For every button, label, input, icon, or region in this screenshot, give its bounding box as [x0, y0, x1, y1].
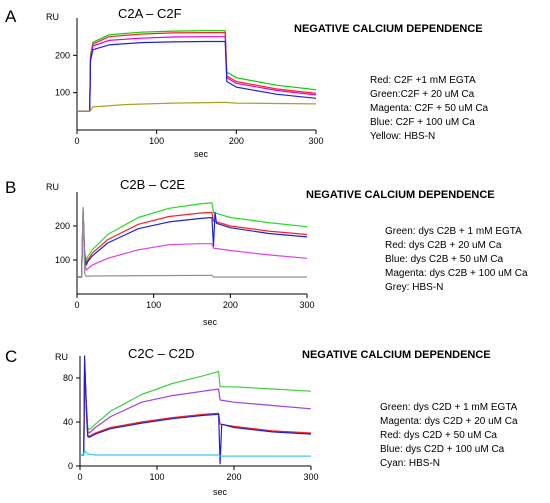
y-axis-label-b: RU — [46, 182, 59, 192]
x-tick-label: 300 — [308, 136, 323, 146]
y-axis-label-c: RU — [55, 352, 68, 362]
x-tick-label: 0 — [74, 136, 79, 146]
heading-b: NEGATIVE CALCIUM DEPENDENCE — [306, 189, 495, 201]
y-tick-label: 40 — [63, 417, 73, 427]
series-line — [80, 360, 312, 456]
panel-a: A C2A – C2F NEGATIVE CALCIUM DEPENDENCE … — [5, 6, 489, 159]
series-line — [80, 360, 312, 456]
plot-area-b: 0 100 200 300 100 200 — [55, 192, 315, 310]
panel-letter-c: C — [5, 347, 17, 366]
series-line — [80, 366, 312, 456]
series-line — [80, 355, 312, 465]
legend-entry: Yellow: HBS-N — [370, 131, 435, 142]
legend-entry: Green: dys C2D + 1 mM EGTA — [380, 402, 518, 413]
legend-entry: Cyan: HBS-N — [380, 458, 440, 469]
series-line — [80, 450, 311, 457]
legend-entry: Green:C2F + 20 uM Ca — [370, 89, 475, 100]
y-tick-label: 200 — [55, 50, 70, 60]
x-axis-label-c: sec — [213, 487, 228, 497]
heading-a: NEGATIVE CALCIUM DEPENDENCE — [294, 23, 483, 35]
plot-area-c: 0 100 200 300 0 40 80 — [63, 355, 319, 482]
x-tick-label: 0 — [77, 472, 82, 482]
x-tick-label: 200 — [226, 472, 241, 482]
legend-entry: Magenta: dys C2D + 20 uM Ca — [380, 416, 518, 427]
legend-c: Green: dys C2D + 1 mM EGTA Magenta: dys … — [380, 402, 518, 469]
series-line — [77, 211, 308, 278]
chart-title-b: C2B – C2E — [120, 177, 185, 192]
x-tick-label: 100 — [149, 472, 164, 482]
series-line — [77, 36, 317, 112]
panel-c: C C2C – C2D NEGATIVE CALCIUM DEPENDENCE … — [5, 346, 518, 497]
series-line — [77, 101, 317, 112]
x-tick-label: 0 — [74, 300, 79, 310]
y-tick-label: 200 — [55, 221, 70, 231]
legend-entry: Magenta: dys C2B + 100 uM Ca — [385, 268, 528, 279]
legend-a: Red: C2F +1 mM EGTA Green:C2F + 20 uM Ca… — [370, 75, 489, 142]
legend-entry: Blue: C2F + 100 uM Ca — [370, 117, 475, 128]
x-tick-label: 200 — [223, 300, 238, 310]
y-tick-label: 100 — [55, 88, 70, 98]
chart-title-c: C2C – C2D — [128, 346, 194, 361]
x-tick-label: 300 — [303, 472, 318, 482]
panel-letter-b: B — [5, 178, 16, 197]
series-line — [77, 30, 317, 112]
x-axis-label-b: sec — [203, 317, 218, 327]
x-tick-label: 100 — [149, 136, 164, 146]
x-tick-label: 300 — [299, 300, 314, 310]
series-line — [77, 40, 317, 112]
x-tick-label: 100 — [146, 300, 161, 310]
y-axis-label-a: RU — [46, 12, 59, 22]
chart-title-a: C2A – C2F — [118, 6, 182, 21]
heading-c: NEGATIVE CALCIUM DEPENDENCE — [302, 349, 491, 361]
legend-entry: Red: dys C2B + 20 uM Ca — [385, 240, 502, 251]
x-axis-label-a: sec — [194, 149, 209, 159]
x-tick-label: 200 — [229, 136, 244, 146]
plot-area-a: 0 100 200 300 100 200 — [55, 18, 324, 146]
y-tick-label: 0 — [68, 461, 73, 471]
legend-entry: Blue: dys C2B + 50 uM Ca — [385, 254, 504, 265]
legend-entry: Magenta: C2F + 50 uM Ca — [370, 103, 489, 114]
legend-entry: Red: C2F +1 mM EGTA — [370, 75, 476, 86]
panel-b: B C2B – C2E NEGATIVE CALCIUM DEPENDENCE … — [5, 177, 528, 327]
legend-entry: Green: dys C2B + 1 mM EGTA — [385, 226, 522, 237]
legend-entry: Red: dys C2D + 50 uM Ca — [380, 430, 497, 441]
legend-b: Green: dys C2B + 1 mM EGTA Red: dys C2B … — [385, 226, 528, 293]
series-line — [77, 206, 307, 278]
y-tick-label: 80 — [63, 373, 73, 383]
legend-entry: Blue: dys C2D + 100 uM Ca — [380, 444, 505, 455]
panel-letter-a: A — [5, 7, 17, 26]
legend-entry: Grey: HBS-N — [385, 282, 443, 293]
y-tick-label: 100 — [55, 255, 70, 265]
